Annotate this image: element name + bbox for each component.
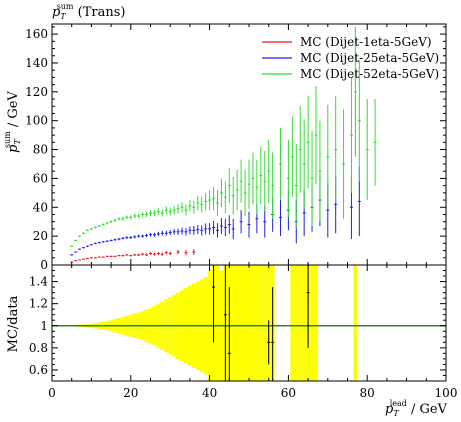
y-tick-label-ratio: 1.2 (29, 297, 48, 311)
ratio-band-bin (239, 265, 244, 381)
ratio-band-bin (250, 265, 255, 381)
y-tick-label-main: 100 (25, 114, 48, 128)
y-tick-label-ratio: 0.6 (29, 363, 48, 377)
y-tick-label-main: 140 (25, 56, 48, 70)
x-tick-label: 0 (48, 386, 56, 400)
ratio-band-bin (294, 265, 299, 381)
ratio-band-bin (254, 265, 259, 381)
y-tick-label-main: 0 (40, 258, 48, 272)
x-tick-label: 100 (435, 386, 458, 400)
y-tick-label-main: 60 (33, 171, 48, 185)
legend-label-3: MC (Dijet-52eta-5GeV) (300, 67, 439, 81)
y-tick-label-ratio: 0.8 (29, 341, 48, 355)
y-tick-label-main: 160 (25, 27, 48, 41)
legend-label-1: MC (Dijet-1eta-5GeV) (300, 35, 432, 49)
ratio-band-bin (247, 265, 251, 381)
legend-label-2: MC (Dijet-25eta-5GeV) (300, 51, 439, 65)
ratio-band-bin (314, 265, 318, 381)
y-axis-label-ratio: MC/data (6, 295, 21, 352)
ratio-band-bin (353, 265, 358, 381)
x-axis-label: pTlead / GeV (385, 399, 448, 418)
ratio-band-bin (302, 265, 307, 381)
ratio-band-bin (262, 265, 267, 381)
y-axis-label-main: pTsum / GeV (3, 91, 22, 153)
ratio-band-bin (215, 265, 220, 381)
ratio-band-bin (235, 265, 240, 381)
y-tick-label-main: 120 (25, 85, 48, 99)
ratio-band-bin (298, 265, 303, 381)
y-tick-label-main: 20 (33, 229, 48, 243)
y-tick-label-main: 40 (33, 200, 48, 214)
chart-title: pTsum (Trans) (52, 2, 125, 21)
x-tick-label: 40 (202, 386, 217, 400)
x-tick-label: 80 (360, 386, 375, 400)
ratio-panel: 0 20 40 60 80 100 0.6 0.8 1 1.2 1.4 (29, 264, 458, 400)
legend: MC (Dijet-1eta-5GeV) MC (Dijet-25eta-5GeV… (262, 35, 439, 81)
y-tick-label-ratio: 1.4 (29, 275, 48, 289)
ratio-band-bin (290, 265, 295, 381)
ratio-band-bin (231, 265, 236, 381)
x-tick-label: 60 (281, 386, 296, 400)
y-tick-label-ratio: 1 (40, 319, 48, 333)
ratio-band-bin (258, 265, 263, 381)
ratio-band-bin (310, 265, 315, 381)
y-tick-label-main: 80 (33, 143, 48, 157)
ratio-band-bin (243, 265, 248, 381)
x-tick-label: 20 (123, 386, 138, 400)
